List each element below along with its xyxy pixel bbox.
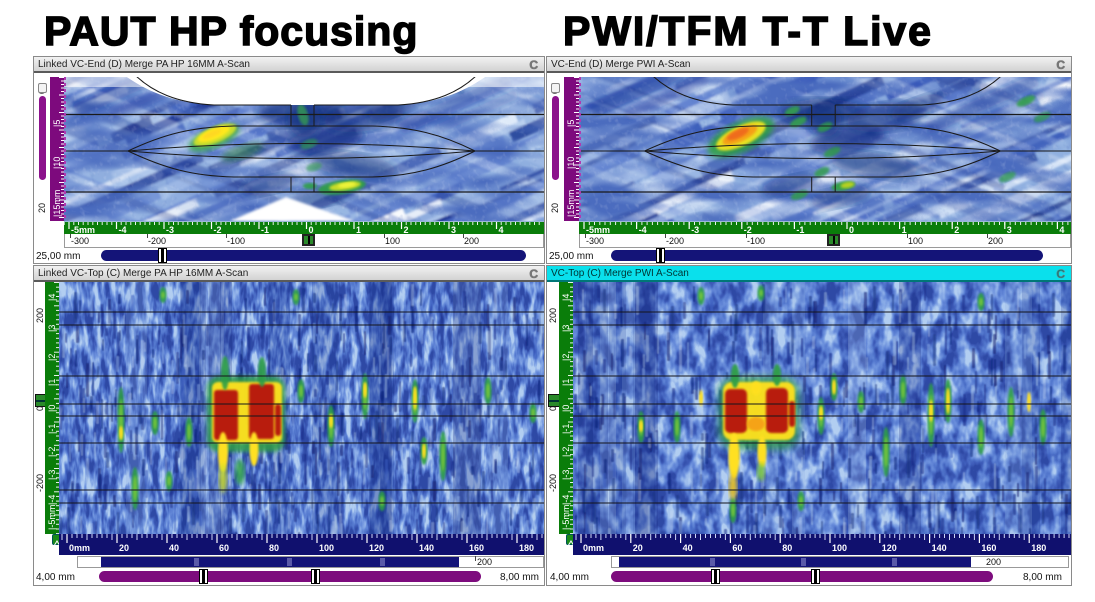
svg-text:140: 140: [932, 543, 947, 553]
svg-text:120: 120: [882, 543, 897, 553]
svg-text:0mm: 0mm: [583, 543, 604, 553]
svg-text:-4: -4: [119, 225, 127, 235]
svg-text:-1: -1: [261, 225, 269, 235]
svg-text:100: 100: [319, 543, 334, 553]
svg-text:180: 180: [519, 543, 534, 553]
svg-text:160: 160: [981, 543, 996, 553]
svg-text:100: 100: [832, 543, 847, 553]
svg-text:-3: -3: [691, 225, 699, 235]
svg-text:-5mm: -5mm: [586, 225, 610, 235]
svg-text:20: 20: [119, 543, 129, 553]
svg-text:2: 2: [404, 225, 409, 235]
svg-text:140: 140: [419, 543, 434, 553]
svg-text:-5mm: -5mm: [71, 225, 95, 235]
svg-text:-4: -4: [639, 225, 647, 235]
svg-text:1: 1: [356, 225, 361, 235]
svg-text:3: 3: [1007, 225, 1012, 235]
svg-text:60: 60: [732, 543, 742, 553]
svg-text:180: 180: [1031, 543, 1046, 553]
svg-text:160: 160: [469, 543, 484, 553]
svg-text:0: 0: [309, 225, 314, 235]
svg-text:-2: -2: [744, 225, 752, 235]
svg-text:40: 40: [169, 543, 179, 553]
svg-text:1: 1: [902, 225, 907, 235]
svg-text:-3: -3: [166, 225, 174, 235]
svg-text:60: 60: [219, 543, 229, 553]
svg-text:2: 2: [954, 225, 959, 235]
svg-text:-1: -1: [796, 225, 804, 235]
svg-text:40: 40: [683, 543, 693, 553]
svg-text:3: 3: [451, 225, 456, 235]
svg-text:80: 80: [269, 543, 279, 553]
svg-text:4: 4: [1059, 225, 1064, 235]
svg-text:120: 120: [369, 543, 384, 553]
svg-text:0mm: 0mm: [69, 543, 90, 553]
svg-text:-2: -2: [214, 225, 222, 235]
svg-text:20: 20: [633, 543, 643, 553]
svg-text:0: 0: [849, 225, 854, 235]
svg-text:4: 4: [499, 225, 504, 235]
svg-text:80: 80: [782, 543, 792, 553]
